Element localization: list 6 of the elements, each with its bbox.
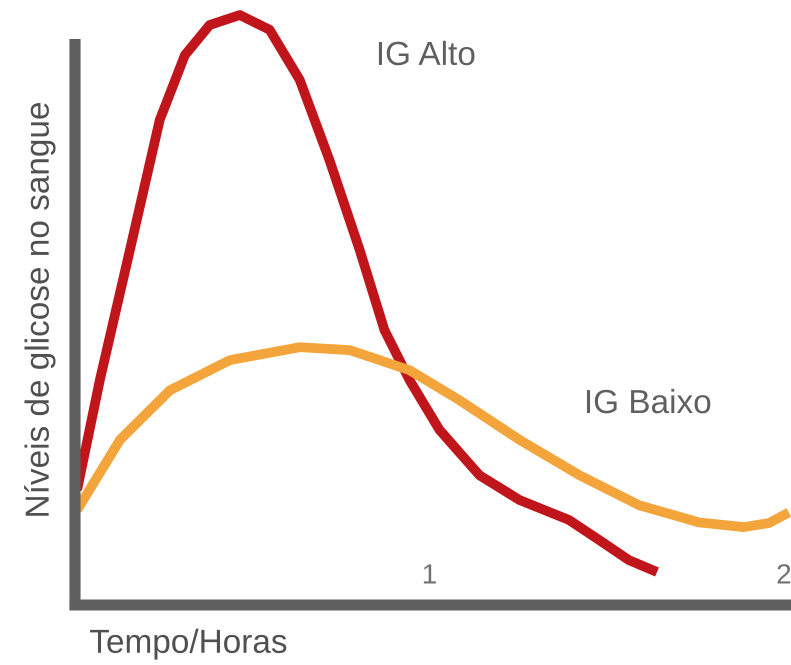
- series-label: IG Baixo: [586, 388, 710, 414]
- text: IG Alto: [378, 40, 474, 66]
- x-tick-label: 2: [778, 564, 790, 584]
- x-axis-title: Tempo/Horas: [90, 628, 286, 660]
- x-tick-label: 1: [424, 564, 436, 584]
- y-axis-title: Níveis de glicose no sangue: [24, 103, 56, 516]
